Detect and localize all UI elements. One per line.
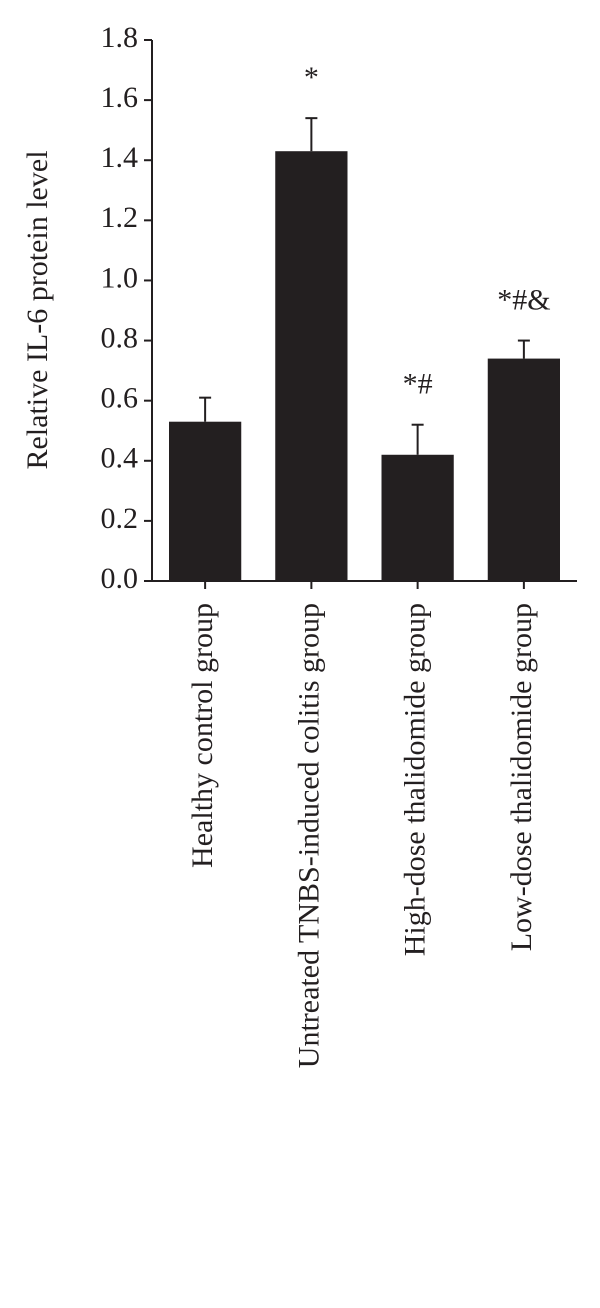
x-tick-label: Healthy control group xyxy=(186,603,219,868)
y-tick-label: 0.6 xyxy=(101,382,139,415)
y-tick-label: 1.0 xyxy=(101,261,139,294)
y-tick-label: 0.2 xyxy=(101,502,139,535)
y-tick-label: 0.8 xyxy=(101,321,139,354)
bar xyxy=(169,421,242,581)
y-tick-label: 1.4 xyxy=(101,141,139,174)
annotation: *#& xyxy=(497,283,550,316)
y-tick-label: 0.0 xyxy=(101,562,139,595)
y-tick-label: 0.4 xyxy=(101,442,139,475)
y-axis-label: Relative IL-6 protein level xyxy=(21,150,54,469)
x-tick-label: Untreated TNBS-induced colitis group xyxy=(292,603,325,1068)
bar xyxy=(487,358,560,581)
annotation: * xyxy=(304,61,319,94)
y-tick-label: 1.6 xyxy=(101,81,139,114)
x-tick-label: Low-dose thalidomide group xyxy=(505,603,538,951)
x-tick-label: High-dose thalidomide group xyxy=(399,603,432,956)
bar xyxy=(381,454,454,581)
annotation: *# xyxy=(403,368,433,401)
y-tick-label: 1.8 xyxy=(101,21,139,54)
y-tick-label: 1.2 xyxy=(101,201,139,234)
bar xyxy=(275,151,348,581)
